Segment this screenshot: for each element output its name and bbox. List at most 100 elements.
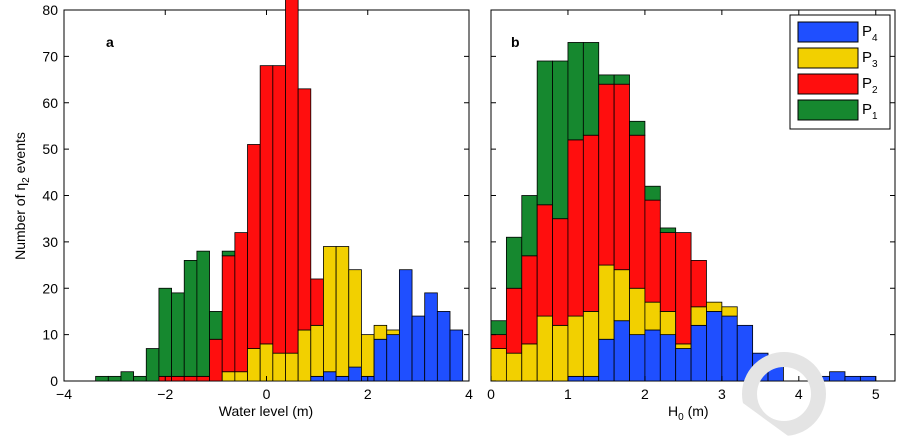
bar-p4: [449, 329, 464, 382]
y-tick-label: 0: [50, 373, 58, 389]
bar-p2: [221, 255, 236, 373]
bar-p1: [598, 74, 615, 85]
y-tick-label: 40: [42, 188, 58, 204]
bar-p2: [505, 287, 523, 354]
y-tick-label: 30: [42, 234, 58, 250]
x-tick-label: −2: [157, 386, 173, 402]
x-tick-label: 3: [718, 386, 726, 402]
bar-p2: [183, 375, 198, 382]
bar-p1: [107, 375, 122, 382]
bar-p3: [690, 306, 707, 326]
bar-p4: [829, 371, 846, 382]
bar-p2: [247, 144, 261, 349]
bar-p1: [209, 311, 223, 340]
bar-p4: [613, 320, 630, 382]
bar-p3: [247, 348, 261, 382]
bar-p3: [521, 343, 538, 382]
bar-p3: [285, 352, 299, 382]
bar-p2: [490, 334, 507, 349]
bar-p4: [690, 324, 707, 382]
legend-label-p2: P2: [862, 75, 878, 96]
bar-p4: [859, 375, 877, 382]
bar-p1: [171, 292, 185, 377]
bar-p4: [629, 334, 646, 382]
panel-letter: b: [511, 34, 520, 50]
y-axis-label-subscript: 2: [21, 177, 32, 183]
bar-p3: [272, 352, 286, 382]
bar-p2: [536, 204, 553, 317]
x-tick-label: 5: [872, 386, 880, 402]
bar-p4: [721, 315, 738, 382]
bar-p2: [629, 134, 646, 289]
y-tick-label: 60: [42, 95, 58, 111]
bar-p2: [171, 375, 185, 382]
bar-p1: [145, 348, 160, 382]
bar-p4: [436, 311, 451, 382]
bar-p3: [598, 264, 615, 340]
bar-p1: [567, 42, 584, 141]
bar-p2: [259, 65, 274, 345]
x-tick-label: 2: [364, 386, 372, 402]
bar-p4: [567, 375, 584, 382]
bar-p2: [598, 83, 615, 266]
bar-p3: [644, 301, 661, 331]
x-axis-label: H0 (m): [668, 403, 709, 423]
bar-p3: [348, 269, 362, 368]
y-tick-label: 70: [42, 48, 58, 64]
bar-p1: [221, 250, 236, 257]
bar-p3: [552, 324, 569, 382]
bar-p3: [335, 246, 350, 377]
bar-p4: [598, 338, 615, 382]
bar-p3: [323, 246, 337, 373]
bar-p4: [659, 334, 677, 382]
bar-p4: [335, 375, 350, 382]
bar-p4: [706, 311, 723, 382]
bar-p1: [183, 260, 198, 377]
y-tick-label: 80: [42, 2, 58, 18]
bar-p3: [297, 329, 312, 382]
bar-p4: [644, 329, 661, 382]
x-axis-label-main: H: [668, 403, 678, 419]
bar-p1: [133, 375, 147, 382]
bar-p2: [690, 260, 707, 308]
bar-p3: [361, 334, 375, 377]
bar-p3: [629, 287, 646, 336]
bar-p1: [582, 42, 600, 136]
legend-label-p1: P1: [862, 101, 878, 122]
bar-p3: [373, 324, 388, 340]
y-tick-label: 50: [42, 141, 58, 157]
bar-p4: [310, 375, 324, 382]
y-axis-label: Number of η2 events: [12, 132, 32, 260]
bar-p2: [285, 0, 299, 354]
bar-p4: [411, 315, 426, 382]
x-axis-label-tail: (m): [684, 403, 709, 419]
legend-swatch-p4: [797, 21, 859, 43]
bar-p1: [120, 371, 135, 382]
legend-swatch-p3: [797, 47, 859, 69]
bar-p2: [659, 232, 677, 312]
bar-p3: [536, 315, 553, 382]
bar-p3: [675, 343, 692, 349]
bar-p1: [505, 236, 523, 289]
bar-p4: [386, 334, 400, 382]
bar-p2: [521, 255, 538, 345]
x-tick-label: −4: [56, 386, 72, 402]
bar-p2: [196, 375, 210, 382]
bar-p4: [323, 371, 337, 382]
bar-p3: [386, 329, 400, 336]
panel-letter: a: [106, 34, 114, 50]
bar-p1: [613, 74, 630, 85]
bar-p4: [348, 366, 362, 382]
legend-swatch-p1: [797, 99, 859, 121]
bar-p3: [505, 352, 523, 382]
x-tick-label: 0: [263, 386, 271, 402]
bar-p3: [221, 371, 236, 382]
bar-p1: [158, 287, 172, 377]
bar-p2: [310, 278, 324, 326]
bar-p2: [234, 232, 248, 373]
bar-p3: [721, 306, 738, 317]
bar-p3: [613, 269, 630, 322]
